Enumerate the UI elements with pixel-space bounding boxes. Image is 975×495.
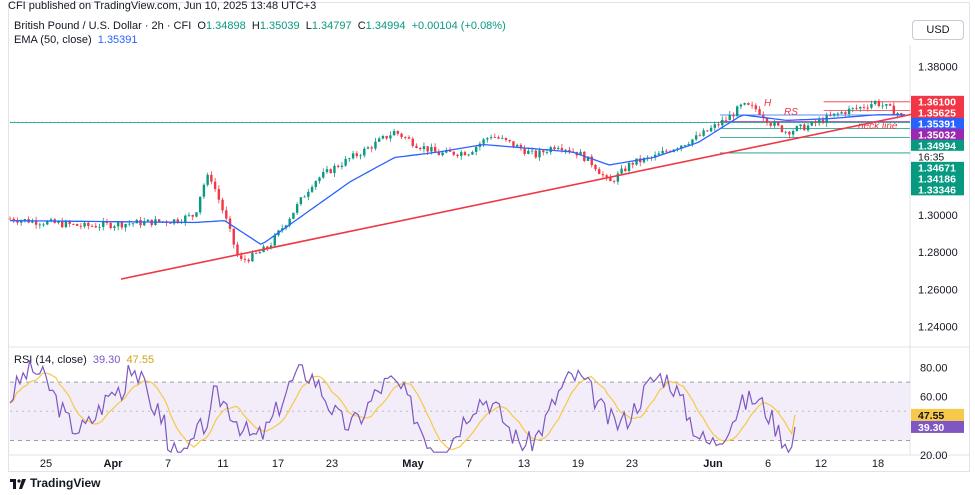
- chart-frame: [8, 2, 970, 472]
- currency-selector[interactable]: USD: [912, 20, 964, 40]
- symbol-title[interactable]: British Pound / U.S. Dollar · 2h · CFI: [14, 20, 192, 32]
- rsi-legend[interactable]: RSI (14, close) 39.30 47.55: [14, 354, 154, 366]
- tradingview-logo[interactable]: TradingView: [10, 476, 100, 490]
- open-value: 1.34898: [205, 20, 246, 32]
- close-value: 1.34994: [365, 20, 406, 32]
- tradingview-logo-icon: [10, 478, 26, 489]
- rsi-value: 39.30: [92, 354, 121, 366]
- low-value: 1.34797: [311, 20, 352, 32]
- symbol-legend: British Pound / U.S. Dollar · 2h · CFI O…: [14, 20, 506, 32]
- high-label: H: [251, 20, 260, 32]
- low-label: L: [305, 20, 312, 32]
- brand-label: TradingView: [30, 476, 101, 490]
- open-label: O: [197, 20, 206, 32]
- rsi-ma-value: 47.55: [126, 354, 155, 366]
- ema-legend[interactable]: EMA (50, close) 1.35391: [14, 34, 138, 46]
- close-label: C: [357, 20, 366, 32]
- ema-value: 1.35391: [97, 34, 138, 46]
- published-header: CFI published on TradingView.com, Jun 10…: [8, 0, 317, 12]
- ema-label: EMA (50, close): [14, 34, 92, 46]
- high-value: 1.35039: [259, 20, 300, 32]
- change-value: +0.00104 (+0.08%): [411, 20, 506, 32]
- rsi-label: RSI (14, close): [14, 354, 87, 366]
